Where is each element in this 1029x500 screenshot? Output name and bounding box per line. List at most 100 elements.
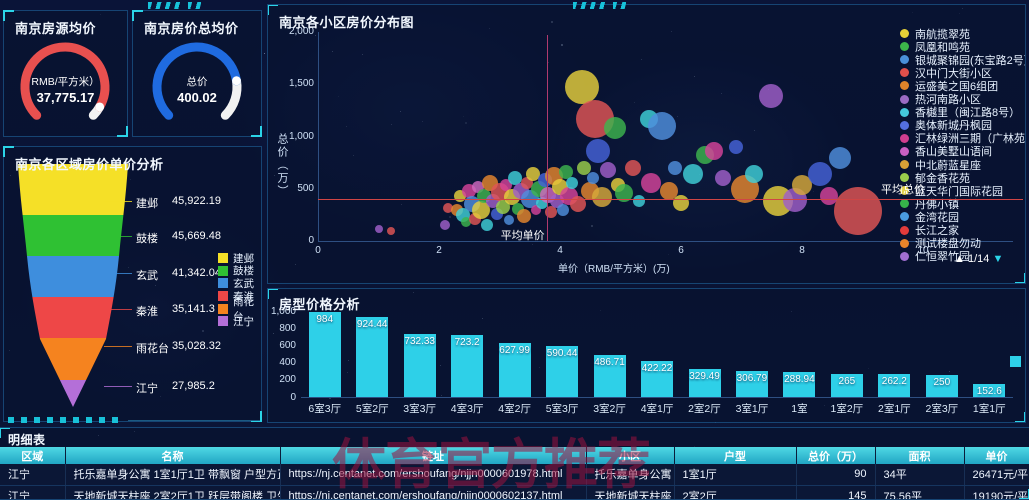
scatter-bubble[interactable] [659, 181, 678, 200]
bar-plot-area[interactable]: 0 200 400 600 800 1,000 984 6室3厅 924.44 5室2厅 732.3… [268, 289, 1025, 422]
scatter-plot-area[interactable]: 0 500 1,000 1,500 2,000 0 2 4 6 8 10 平均单价 平均总价 [268, 5, 1025, 283]
scatter-bubble[interactable] [828, 147, 851, 170]
scatter-legend-label: 中北蔚蓝星座 [915, 159, 981, 172]
scatter-legend-item[interactable]: 银城聚锦园(东宝路2号） [900, 53, 1025, 67]
scatter-bubble[interactable] [516, 208, 531, 223]
gauge-chart-unit-price[interactable] [10, 33, 120, 137]
scatter-bubble[interactable] [440, 220, 451, 231]
bar[interactable] [356, 317, 389, 397]
scatter-legend-item[interactable]: 香樾里（闽江路8号） [900, 106, 1020, 119]
gauge-chart-total-price[interactable] [142, 33, 252, 137]
scatter-bubble[interactable] [624, 159, 641, 176]
scatter-bubble[interactable] [705, 142, 724, 161]
scatter-bubble[interactable] [592, 187, 613, 208]
scatter-bubble[interactable] [728, 139, 743, 154]
scatter-bubble[interactable] [759, 83, 784, 108]
detail-table[interactable]: 区域 名称 链址 小区 户型 总价（万） 面积 单价 江宁 托乐嘉单身公寓 1室1厅1卫 带飘窗 … [0, 447, 1029, 499]
bar[interactable] [735, 371, 768, 397]
scatter-bubble[interactable] [632, 195, 645, 208]
scatter-bubble[interactable] [586, 139, 611, 164]
legend-pager[interactable]: ▲ 1/14 ▼ [954, 253, 1003, 265]
scatter-bubble[interactable] [481, 219, 494, 232]
bar[interactable] [498, 343, 531, 397]
bar[interactable] [451, 335, 484, 397]
scatter-bubble[interactable] [577, 160, 592, 175]
table-cell: 托乐嘉单身公寓 [586, 464, 675, 486]
scatter-bubble[interactable] [566, 176, 579, 189]
bar[interactable] [593, 355, 626, 397]
scatter-legend-item[interactable]: 金湾花园 [900, 210, 959, 224]
bar-value-label: 924.44 [356, 319, 388, 330]
bar[interactable] [783, 372, 816, 397]
scatter-bubble[interactable] [640, 172, 661, 193]
scatter-bubble[interactable] [386, 227, 395, 236]
scatter-bubble[interactable] [503, 215, 514, 226]
scatter-bubble[interactable] [603, 117, 626, 140]
scatter-legend-item[interactable]: 蓝天华门国际花园 [900, 184, 1003, 198]
scatter-legend-item[interactable]: 郁金香花苑 [900, 171, 970, 185]
bar[interactable] [688, 369, 721, 397]
funnel-legend-item[interactable]: 玄武 [218, 277, 261, 290]
scatter-legend-item[interactable]: 运盛美之国6组团 [900, 79, 999, 93]
legend-page-down-icon[interactable]: ▼ [992, 253, 1004, 265]
scatter-bubble[interactable] [530, 204, 541, 215]
scatter-bubble[interactable] [808, 162, 833, 187]
scatter-legend-item[interactable]: 奥体新城丹枫园 [900, 119, 992, 132]
scatter-bubble[interactable] [570, 196, 587, 213]
scatter-legend-label: 运盛美之国6组团 [915, 80, 999, 93]
scatter-legend-item[interactable]: 测试楼盘勿动 [900, 237, 981, 250]
bar[interactable] [403, 334, 436, 397]
bar-category-label: 2室2厅 [688, 403, 721, 415]
bar[interactable] [308, 312, 341, 397]
scatter-bubble[interactable] [792, 174, 812, 195]
bar[interactable] [973, 384, 1006, 397]
scatter-bubble[interactable] [673, 195, 689, 212]
scatter-bubble[interactable] [472, 200, 491, 219]
bar[interactable] [925, 375, 958, 397]
scatter-bubble[interactable] [600, 161, 617, 178]
scatter-bubble[interactable] [557, 203, 569, 216]
scatter-legend-item[interactable]: 凤凰和鸣苑 [900, 40, 970, 54]
funnel-legend-item[interactable]: 秦淮 [218, 290, 261, 303]
scatter-legend-item[interactable]: 南航揽翠苑 [900, 27, 970, 41]
scatter-bubble[interactable] [461, 217, 472, 228]
scatter-bubble[interactable] [559, 165, 573, 179]
scatter-bubble[interactable] [715, 170, 732, 187]
scatter-bubble[interactable] [443, 202, 454, 213]
funnel-legend-item[interactable]: 雨花台 [218, 296, 261, 323]
scatter-bubble[interactable] [564, 70, 599, 105]
scatter-bubble[interactable] [683, 164, 704, 185]
scatter-legend-item[interactable]: 汇林绿洲三期（广林苑） [900, 132, 1025, 145]
table-row[interactable]: 江宁 托乐嘉单身公寓 1室1厅1卫 带飘窗 户型方正 https://nj.cent… [0, 464, 1029, 486]
scatter-legend-item[interactable]: 汉中门大街小区 [900, 66, 992, 80]
scatter-bubble[interactable] [668, 160, 682, 175]
bar[interactable] [546, 346, 579, 397]
bar-legend[interactable]: 总价（万） [1010, 353, 1025, 369]
scatter-legend-dot [900, 81, 909, 91]
funnel-legend-item[interactable]: 鼓楼 [218, 265, 261, 277]
legend-page-up-icon[interactable]: ▲ [954, 253, 965, 265]
scatter-bubble[interactable] [374, 224, 383, 233]
bar[interactable] [641, 361, 673, 397]
funnel-legend-item[interactable]: 江宁 [218, 315, 261, 328]
scatter-legend-item[interactable]: 仁恒翠竹园 [900, 250, 970, 263]
bar[interactable] [830, 374, 863, 397]
scatter-legend-item[interactable]: 香山美墅山语间 [900, 145, 992, 158]
scatter-bubble[interactable] [587, 172, 600, 185]
scatter-bubble[interactable] [614, 183, 633, 202]
funnel-chart[interactable]: 建邺 45,922.19 鼓楼 45,669.48 玄武 41,342.04 秦淮 35,14… [4, 147, 261, 421]
funnel-legend-item[interactable]: 建邺 [218, 252, 261, 265]
scatter-legend[interactable]: 南航揽翠苑 凤凰和鸣苑 银城聚锦园(东宝路2号） 汉中门大街小区 运盛美之国6组团 热河南… [900, 27, 1025, 263]
scatter-legend-item[interactable]: 长江之家 [900, 224, 959, 237]
scatter-bubble[interactable] [647, 112, 676, 141]
scatter-bubble[interactable] [525, 167, 540, 182]
scatter-legend-item[interactable]: 中北蔚蓝星座 [900, 158, 981, 172]
scatter-legend-item[interactable]: 丹佛小镇 [900, 197, 959, 211]
scatter-bubble[interactable] [744, 165, 763, 184]
bar[interactable] [878, 374, 911, 397]
scatter-legend-item[interactable]: 热河南路小区 [900, 93, 981, 106]
scatter-bubble[interactable] [820, 187, 839, 206]
scatter-bubble[interactable] [507, 171, 522, 186]
scatter-bubble[interactable] [833, 187, 882, 236]
